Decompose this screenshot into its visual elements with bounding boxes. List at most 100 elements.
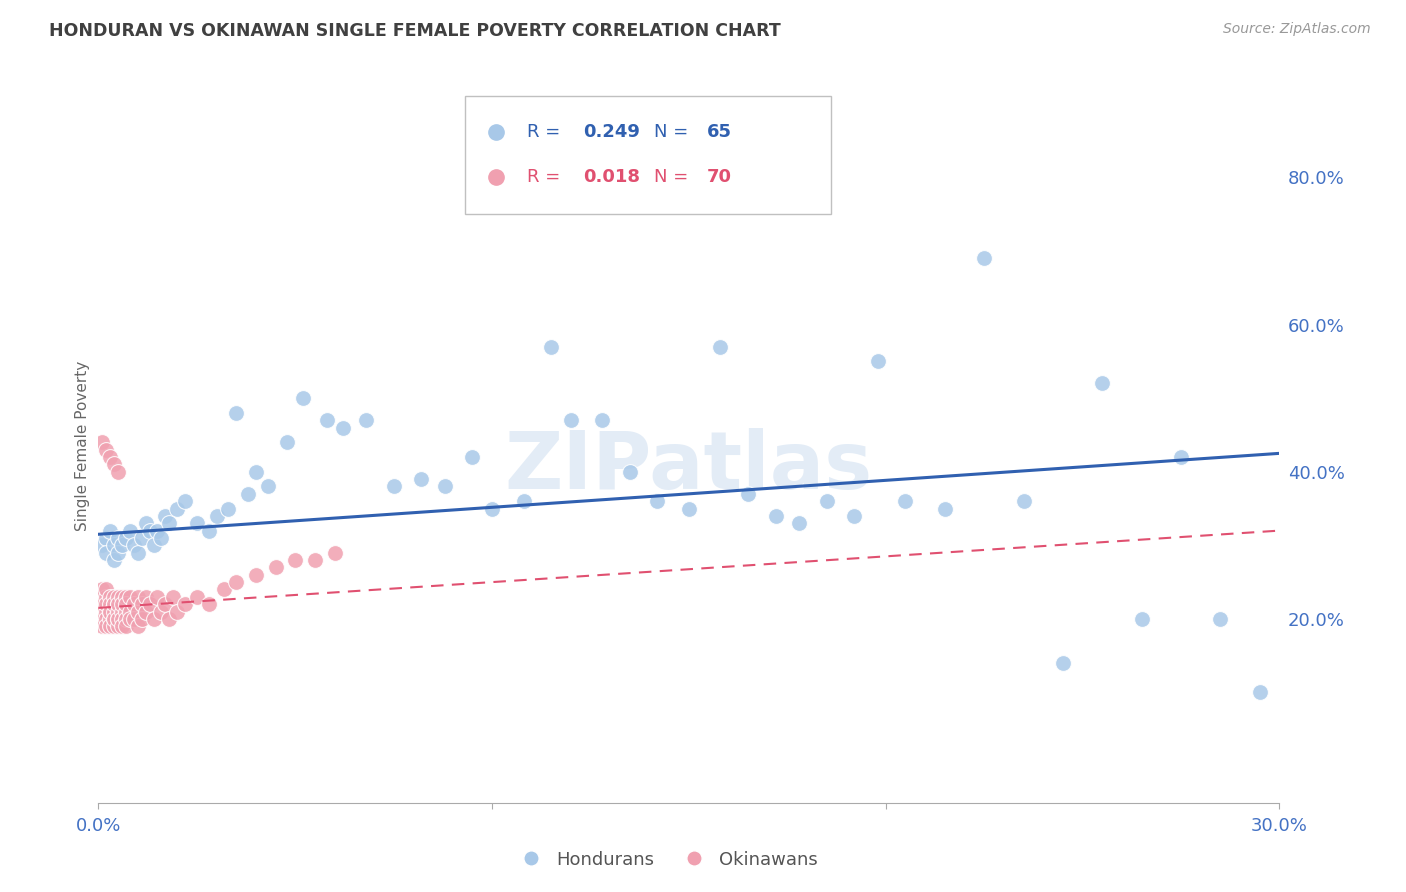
Point <box>98 524 121 538</box>
Point <box>217 501 239 516</box>
Point <box>737 487 759 501</box>
Point <box>115 612 138 626</box>
Point <box>934 501 956 516</box>
Point <box>540 340 562 354</box>
Point <box>155 508 177 523</box>
Point <box>138 524 160 538</box>
Y-axis label: Single Female Poverty: Single Female Poverty <box>75 361 90 531</box>
Point <box>155 597 177 611</box>
Point <box>315 413 337 427</box>
Point <box>135 516 157 531</box>
Point <box>284 553 307 567</box>
Point <box>107 612 129 626</box>
Point <box>973 252 995 266</box>
Point <box>323 546 346 560</box>
Point <box>146 524 169 538</box>
Point <box>127 605 149 619</box>
Point <box>91 619 114 633</box>
Point <box>1091 376 1114 391</box>
Point <box>127 590 149 604</box>
Point <box>96 597 118 611</box>
FancyBboxPatch shape <box>464 96 831 214</box>
Point <box>481 501 503 516</box>
Point <box>98 619 121 633</box>
Text: 0.018: 0.018 <box>582 168 640 186</box>
Point <box>111 605 134 619</box>
Point <box>103 458 125 472</box>
Point <box>96 442 118 457</box>
Point <box>103 553 125 567</box>
Point <box>98 605 121 619</box>
Point <box>332 420 354 434</box>
Point <box>98 605 121 619</box>
Point <box>142 612 165 626</box>
Text: R =: R = <box>527 168 567 186</box>
Point <box>304 553 326 567</box>
Point <box>512 494 534 508</box>
Point <box>815 494 838 508</box>
Point <box>138 597 160 611</box>
Point <box>205 508 228 523</box>
Point <box>709 340 731 354</box>
Point <box>115 605 138 619</box>
Point <box>225 406 247 420</box>
Point <box>107 612 129 626</box>
Point <box>122 612 145 626</box>
Point <box>96 612 118 626</box>
Point <box>866 354 889 368</box>
Point <box>131 531 153 545</box>
Point <box>787 516 810 531</box>
Text: HONDURAN VS OKINAWAN SINGLE FEMALE POVERTY CORRELATION CHART: HONDURAN VS OKINAWAN SINGLE FEMALE POVER… <box>49 22 780 40</box>
Text: 70: 70 <box>707 168 731 186</box>
Point <box>96 582 118 597</box>
Text: ZIPatlas: ZIPatlas <box>505 428 873 507</box>
Point <box>118 590 141 604</box>
Point <box>107 597 129 611</box>
Point <box>91 538 114 552</box>
Point <box>382 479 405 493</box>
Point <box>96 546 118 560</box>
Point <box>245 465 267 479</box>
Point <box>96 605 118 619</box>
Point <box>96 531 118 545</box>
Point <box>118 612 141 626</box>
Point <box>118 605 141 619</box>
Point <box>1209 612 1232 626</box>
Point <box>91 582 114 597</box>
Text: R =: R = <box>527 123 567 141</box>
Point <box>236 487 259 501</box>
Point <box>256 479 278 493</box>
Point <box>1249 685 1271 699</box>
Point <box>560 413 582 427</box>
Point <box>115 597 138 611</box>
Point <box>765 508 787 523</box>
Point <box>678 501 700 516</box>
Point <box>1130 612 1153 626</box>
Point <box>146 590 169 604</box>
Point <box>111 597 134 611</box>
Point <box>98 597 121 611</box>
Point <box>107 597 129 611</box>
Point <box>647 494 669 508</box>
Point <box>96 619 118 633</box>
Point <box>111 619 134 633</box>
Point <box>1170 450 1192 464</box>
Point <box>115 531 138 545</box>
Point <box>174 597 197 611</box>
Point <box>174 494 197 508</box>
Text: Source: ZipAtlas.com: Source: ZipAtlas.com <box>1223 22 1371 37</box>
Point <box>186 516 208 531</box>
Point <box>107 546 129 560</box>
Point <box>157 612 180 626</box>
Point <box>411 472 433 486</box>
Point <box>103 612 125 626</box>
Point <box>844 508 866 523</box>
Point <box>197 524 219 538</box>
Point <box>591 413 613 427</box>
Point <box>122 597 145 611</box>
Text: 0.249: 0.249 <box>582 123 640 141</box>
Point <box>103 619 125 633</box>
Text: N =: N = <box>654 168 693 186</box>
Point <box>127 546 149 560</box>
Point <box>103 538 125 552</box>
